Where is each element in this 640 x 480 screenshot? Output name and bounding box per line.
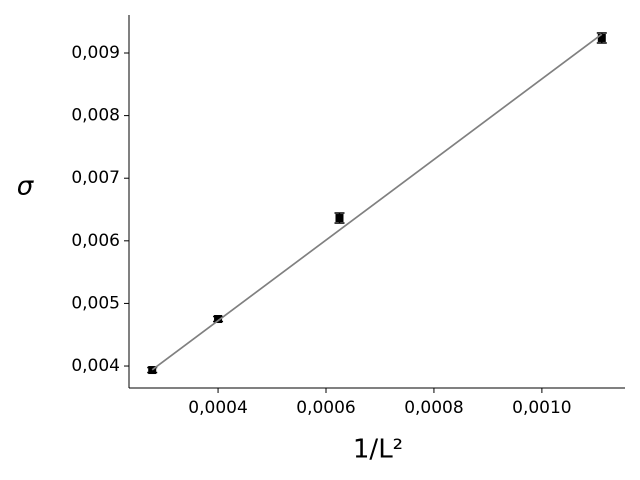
y-tick-label: 0,007 [71,168,120,188]
x-tick-label: 0,0004 [188,398,247,418]
fit-line [151,33,603,371]
y-tick-label: 0,005 [71,293,120,313]
y-tick-label: 0,009 [71,43,120,63]
y-tick-label: 0,008 [71,106,120,126]
marker [335,214,344,223]
x-axis-label: 1/L² [353,435,403,465]
x-tick-label: 0,0010 [512,398,571,418]
x-tick-label: 0,0008 [404,398,463,418]
y-axis-label: σ [17,172,35,202]
y-tick-label: 0,004 [71,356,120,376]
marker [597,33,606,42]
marker [148,366,157,375]
y-tick-label: 0,006 [71,231,120,251]
marker [214,315,223,324]
x-tick-label: 0,0006 [296,398,355,418]
